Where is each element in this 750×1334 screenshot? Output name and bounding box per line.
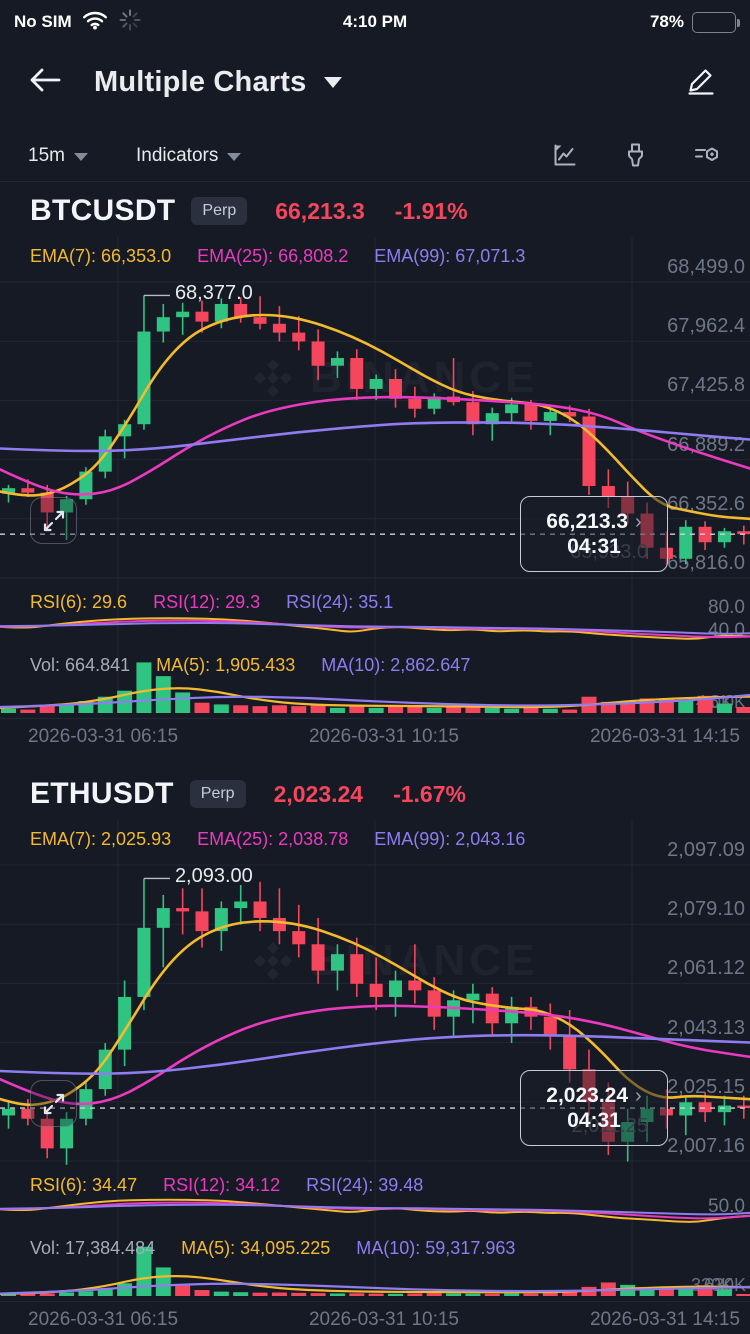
symbol-label: ETHUSDT — [30, 777, 174, 810]
current-price-tag[interactable]: 66,213.3 › 04:31 — [520, 496, 668, 573]
chevron-right-icon: › — [635, 510, 642, 533]
expand-chart-button[interactable] — [30, 497, 77, 544]
chevron-down-icon[interactable] — [324, 76, 343, 88]
rsi-axis-label: 50.0 — [708, 1196, 745, 1217]
last-price-label: 66,213.3 — [275, 197, 365, 224]
indicator-settings-button[interactable] — [692, 141, 722, 170]
chart-style-button[interactable] — [550, 141, 579, 170]
header: Multiple Charts — [0, 48, 750, 116]
price-axis-label: 2,079.10 — [667, 898, 745, 921]
network-activity-spinner-icon — [118, 8, 142, 37]
ema-indicator-row[interactable]: EMA(7): 66,353.0 EMA(25): 66,808.2 EMA(9… — [30, 245, 526, 266]
drawing-brush-button[interactable] — [621, 141, 650, 170]
price-axis-label: 2,007.16 — [667, 1135, 745, 1157]
change-percent-label: -1.67% — [393, 780, 466, 807]
ema-indicator-row[interactable]: EMA(7): 2,025.93 EMA(25): 2,038.78 EMA(9… — [30, 828, 526, 849]
rsi-axis-label: 80.0 — [708, 597, 745, 619]
chevron-down-icon — [73, 153, 88, 161]
rsi-indicator-row[interactable]: RSI(6): 34.47 RSI(12): 34.12 RSI(24): 39… — [30, 1174, 424, 1195]
price-axis-label: 2,043.13 — [667, 1016, 745, 1039]
price-axis-label: 67,962.4 — [667, 315, 745, 338]
contract-type-badge: Perp — [191, 197, 248, 225]
binance-watermark: BINANCE — [250, 936, 538, 986]
candlestick-chart-canvas[interactable] — [0, 820, 750, 1301]
page-title[interactable]: Multiple Charts — [94, 65, 307, 98]
expand-chart-button[interactable] — [30, 1080, 77, 1127]
volume-axis-label: 630K — [703, 1275, 746, 1295]
wifi-icon — [82, 10, 108, 35]
chevron-down-icon — [227, 153, 242, 161]
status-bar: No SIM 4:10 PM 78% — [0, 0, 750, 44]
ticker-row[interactable]: ETHUSDT Perp 2,023.24 -1.67% — [0, 770, 750, 818]
time-axis-label: 2026-03-31 10:15 — [308, 1309, 459, 1330]
price-axis-label: 2,025.15 — [667, 1075, 745, 1098]
binance-watermark: BINANCE — [250, 353, 538, 403]
interval-label: 15m — [28, 144, 65, 166]
time-axis: 2026-03-31 06:15 2026-03-31 10:15 2026-0… — [0, 718, 750, 755]
candlestick-chart-canvas[interactable] — [0, 237, 750, 718]
chart-section-btcusdt: BTCUSDT Perp 66,213.3 -1.91% EMA(7): 66,… — [0, 185, 750, 755]
high-price-annotation: 68,377.0 — [174, 282, 253, 305]
chart-toolbar: 15m Indicators — [0, 130, 750, 182]
volume-indicator-row[interactable]: Vol: 17,384.484 MA(5): 34,095.225 MA(10)… — [30, 1237, 516, 1258]
time-axis-label: 2026-03-31 06:15 — [28, 726, 179, 747]
change-percent-label: -1.91% — [394, 197, 468, 224]
battery-percent-label: 78% — [649, 12, 684, 31]
indicators-label: Indicators — [135, 144, 219, 166]
price-axis-label: 67,425.8 — [667, 374, 745, 397]
symbol-label: BTCUSDT — [30, 194, 176, 227]
price-axis-label: 2,097.09 — [667, 839, 745, 861]
ticker-row[interactable]: BTCUSDT Perp 66,213.3 -1.91% — [0, 187, 750, 235]
last-price-label: 2,023.24 — [273, 780, 364, 807]
back-button[interactable] — [26, 63, 64, 102]
interval-dropdown[interactable]: 15m — [28, 145, 88, 167]
volume-indicator-row[interactable]: Vol: 664.841 MA(5): 1,905.433 MA(10): 2,… — [30, 654, 471, 675]
time-axis: 2026-03-31 06:15 2026-03-31 10:15 2026-0… — [0, 1301, 750, 1334]
chart-section-ethusdt: ETHUSDT Perp 2,023.24 -1.67% EMA(7): 2,0… — [0, 768, 750, 1334]
time-axis-label: 2026-03-31 06:15 — [28, 1309, 179, 1330]
contract-type-badge: Perp — [189, 780, 246, 808]
high-price-annotation: 2,093.00 — [174, 865, 253, 888]
indicators-dropdown[interactable]: Indicators — [135, 144, 242, 167]
current-price-tag[interactable]: 2,023.24 › 04:31 — [520, 1070, 668, 1147]
carrier-label: No SIM — [14, 12, 72, 31]
price-axis-label: 2,061.12 — [667, 957, 745, 980]
edit-pencil-button[interactable] — [684, 63, 718, 102]
rsi-indicator-row[interactable]: RSI(6): 29.6 RSI(12): 29.3 RSI(24): 35.1 — [30, 591, 394, 612]
chevron-right-icon: › — [635, 1084, 642, 1107]
price-axis-label: 66,889.2 — [667, 433, 745, 456]
time-axis-label: 2026-03-31 10:15 — [308, 726, 459, 747]
time-axis-label: 2026-03-31 14:15 — [589, 726, 740, 747]
price-axis-label: 68,499.0 — [667, 256, 745, 278]
time-axis-label: 2026-03-31 14:15 — [589, 1309, 740, 1330]
battery-icon — [692, 11, 740, 33]
